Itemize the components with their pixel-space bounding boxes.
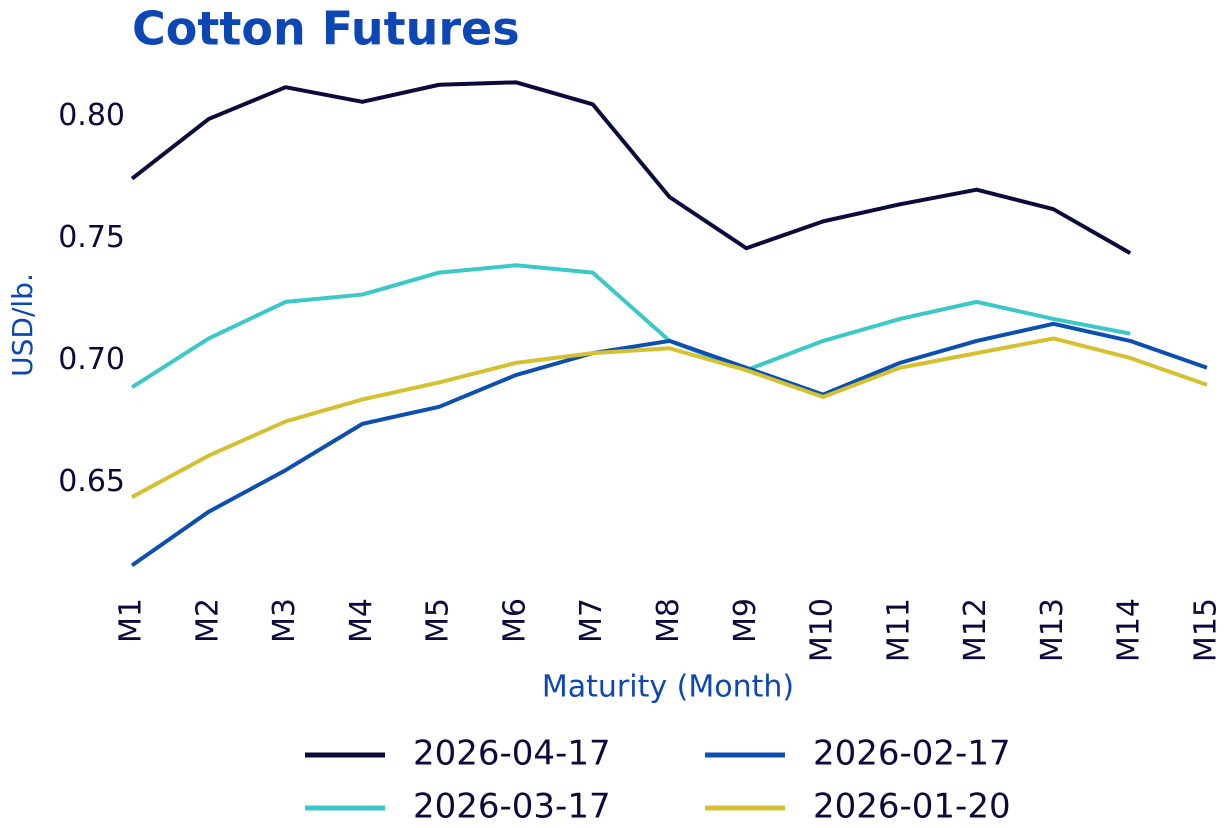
x-tick-label: M2 bbox=[190, 598, 225, 643]
y-tick-label: 0.75 bbox=[58, 220, 125, 255]
x-tick-label: M7 bbox=[574, 598, 609, 643]
y-tick-label: 0.70 bbox=[58, 342, 125, 377]
y-axis-label: USD/lb. bbox=[6, 273, 39, 377]
x-tick-label: M3 bbox=[267, 598, 302, 643]
chart-title: Cotton Futures bbox=[132, 2, 520, 56]
legend-label: 2026-04-17 bbox=[413, 734, 611, 774]
x-tick-label: M9 bbox=[728, 598, 763, 643]
x-tick-label: M6 bbox=[497, 598, 532, 643]
x-axis-label: Maturity (Month) bbox=[542, 670, 794, 705]
y-tick-label: 0.80 bbox=[58, 98, 125, 133]
x-tick-label: M1 bbox=[114, 598, 149, 643]
x-tick-label: M11 bbox=[881, 598, 916, 662]
x-tick-label: M14 bbox=[1112, 598, 1147, 662]
series-line bbox=[130, 263, 1131, 389]
x-tick-label: M12 bbox=[958, 598, 993, 662]
x-tick-label: M10 bbox=[805, 598, 840, 662]
legend-label: 2026-02-17 bbox=[813, 734, 1011, 774]
x-tick-label: M5 bbox=[421, 598, 456, 643]
x-tick-label: M13 bbox=[1035, 598, 1070, 662]
x-tick-label: M8 bbox=[651, 598, 686, 643]
legend-label: 2026-03-17 bbox=[413, 787, 611, 827]
legend-label: 2026-01-20 bbox=[813, 787, 1011, 827]
y-tick-label: 0.65 bbox=[58, 464, 125, 499]
series-line bbox=[131, 336, 1208, 499]
x-tick-label: M15 bbox=[1189, 598, 1224, 662]
x-tick-label: M4 bbox=[344, 598, 379, 643]
series-line bbox=[130, 80, 1132, 255]
series-line bbox=[130, 321, 1208, 568]
